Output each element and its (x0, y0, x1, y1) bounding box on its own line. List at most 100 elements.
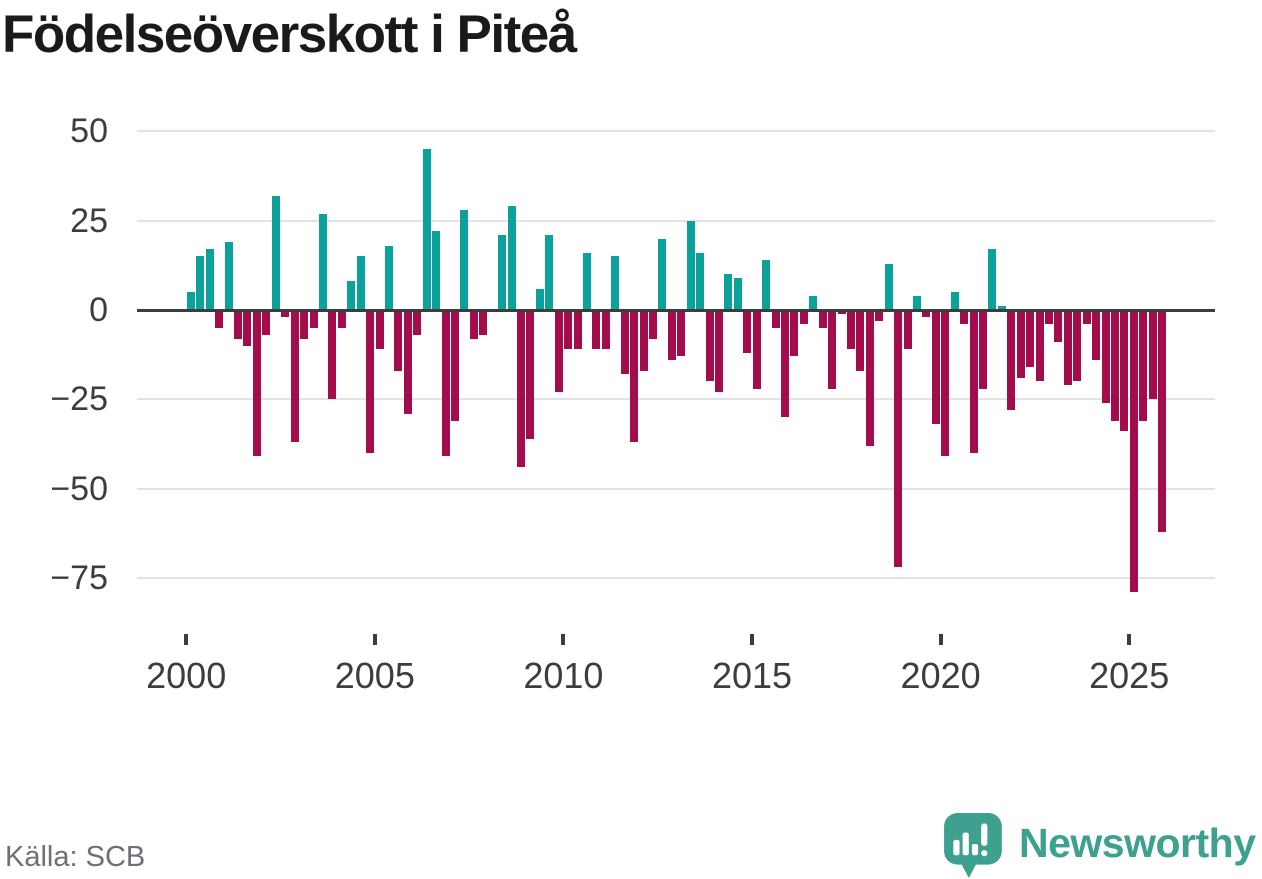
bar-2005Q3 (394, 310, 403, 371)
x-tick-label-2025: 2025 (1089, 655, 1170, 696)
bar-2016Q4 (818, 310, 827, 328)
bar-2001Q2 (234, 310, 243, 339)
bar-2004Q3 (356, 256, 365, 310)
bar-2003Q2 (309, 310, 318, 328)
bar-2021Q4 (1007, 310, 1016, 411)
x-tick-2020 (938, 634, 943, 645)
bar-2024Q3 (1111, 310, 1120, 421)
y-tick-label--50: −50 (50, 469, 108, 508)
bar-2013Q4 (705, 310, 714, 382)
bar-2018Q4 (894, 310, 903, 568)
bar-2014Q1 (714, 310, 723, 393)
bar-2006Q1 (413, 310, 422, 335)
bar-2007Q3 (469, 310, 478, 339)
bar-2023Q4 (1082, 310, 1091, 325)
bar-2011Q1 (601, 310, 610, 350)
bar-2007Q4 (479, 310, 488, 335)
y-tick-label-0: 0 (89, 291, 108, 329)
bar-2016Q3 (809, 295, 818, 310)
bar-2000Q3 (205, 249, 214, 310)
bar-2022Q2 (1026, 310, 1035, 368)
bar-2006Q3 (432, 231, 441, 310)
bar-2005Q4 (403, 310, 412, 414)
x-tick-2015 (750, 634, 754, 645)
newsworthy-wordmark: Newsworthy (1019, 820, 1256, 866)
bar-2015Q2 (762, 259, 771, 310)
bar-2012Q2 (648, 310, 657, 339)
x-tick-label-2000: 2000 (146, 655, 227, 696)
bar-2002Q2 (271, 195, 280, 310)
bar-2009Q1 (526, 310, 535, 439)
bar-2023Q3 (1073, 310, 1082, 382)
bar-2012Q3 (658, 238, 667, 310)
bar-2015Q3 (771, 310, 780, 328)
bar-2003Q4 (328, 310, 337, 400)
bar-2008Q3 (507, 206, 516, 310)
bar-2021Q1 (979, 310, 988, 389)
source-label: Källa: SCB (5, 841, 146, 873)
bar-2006Q2 (422, 149, 431, 310)
bar-2016Q2 (799, 310, 808, 325)
bar-2012Q1 (639, 310, 648, 371)
newsworthy-speech-bubble-chart-icon (944, 813, 1002, 878)
chart-title: Födelseöverskott i Piteå (2, 5, 577, 64)
bar-2015Q1 (752, 310, 761, 389)
bar-2025Q1 (1129, 310, 1138, 593)
bar-2008Q2 (498, 234, 507, 310)
bar-2025Q3 (1148, 310, 1157, 400)
bar-2023Q2 (1063, 310, 1072, 386)
newsworthy-logo[interactable]: Newsworthy (944, 813, 1262, 879)
bar-2016Q1 (790, 310, 799, 357)
bar-2025Q4 (1158, 310, 1167, 532)
x-tick-label-2020: 2020 (900, 655, 981, 696)
bar-2002Q1 (262, 310, 271, 335)
bar-2025Q2 (1139, 310, 1148, 421)
bar-2008Q4 (516, 310, 525, 468)
bar-2013Q1 (677, 310, 686, 357)
bar-2004Q2 (347, 281, 356, 310)
bar-2013Q3 (696, 252, 705, 310)
bar-2005Q2 (384, 245, 393, 310)
bar-2014Q3 (733, 277, 742, 310)
bar-2006Q4 (441, 310, 450, 457)
bar-2022Q3 (1035, 310, 1044, 382)
gridline--50 (137, 487, 1215, 490)
bar-2004Q4 (366, 310, 375, 453)
bar-2004Q1 (337, 310, 346, 328)
bar-2010Q3 (582, 252, 591, 310)
bar-2009Q2 (535, 288, 544, 310)
bar-2018Q2 (875, 310, 884, 321)
bar-2014Q2 (724, 274, 733, 310)
bar-2019Q1 (903, 310, 912, 350)
bar-2024Q4 (1120, 310, 1129, 432)
bar-2021Q2 (988, 249, 997, 310)
bar-2010Q1 (564, 310, 573, 350)
bar-2002Q4 (290, 310, 299, 443)
gridline--25 (137, 398, 1215, 401)
bar-2018Q1 (865, 310, 874, 446)
bar-2022Q1 (1016, 310, 1025, 378)
bar-2023Q1 (1054, 310, 1063, 343)
bar-2024Q2 (1101, 310, 1110, 403)
bar-2022Q4 (1045, 310, 1054, 325)
bar-2010Q2 (573, 310, 582, 350)
x-tick-2000 (184, 634, 189, 645)
bar-2017Q2 (837, 310, 846, 314)
bar-2000Q1 (186, 292, 195, 310)
bar-2014Q4 (743, 310, 752, 353)
bar-2003Q1 (300, 310, 309, 339)
bar-2021Q3 (997, 306, 1006, 310)
x-tick-2005 (372, 634, 377, 645)
gridline-25 (137, 219, 1215, 222)
y-tick-label-25: 25 (70, 201, 108, 240)
zero-axis-line (137, 308, 1215, 312)
bar-2000Q4 (215, 310, 224, 328)
gridline--75 (137, 576, 1215, 579)
y-tick-label-50: 50 (70, 112, 108, 151)
bar-2007Q2 (460, 209, 469, 310)
bar-2009Q4 (554, 310, 563, 393)
bar-2017Q4 (856, 310, 865, 371)
bar-2020Q2 (950, 292, 959, 310)
x-tick-label-2005: 2005 (334, 655, 415, 696)
